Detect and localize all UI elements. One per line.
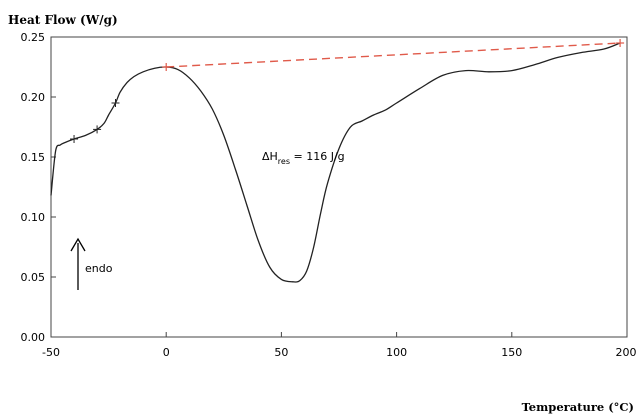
endo-arrow-icon [70, 237, 86, 290]
enthalpy-annotation: ΔHres = 116 J/g [262, 150, 345, 166]
x-tick-label: 150 [501, 346, 522, 359]
y-axis-title: Heat Flow (W/g) [8, 13, 118, 27]
y-tick-label: 0.05 [21, 271, 46, 284]
plot-frame [50, 36, 628, 338]
x-axis-title: Temperature (°C) [522, 400, 634, 414]
x-tick-label: 50 [274, 346, 288, 359]
x-tick-label: 200 [616, 346, 637, 359]
y-tick-label: 0.20 [21, 91, 46, 104]
y-tick-label: 0.00 [21, 331, 46, 344]
y-tick-label: 0.25 [21, 31, 46, 44]
endo-label: endo [85, 262, 113, 275]
y-tick-label: 0.15 [21, 151, 46, 164]
y-ticks: 0.00 0.05 0.10 0.15 0.20 0.25 [21, 31, 56, 344]
x-tick-label: -50 [42, 346, 60, 359]
enthalpy-value: = 116 J/g [290, 150, 345, 163]
series-lines [50, 42, 621, 283]
heat-flow-curve [50, 42, 621, 283]
x-tick-label: 0 [163, 346, 170, 359]
y-tick-label: 0.10 [21, 211, 46, 224]
curve-tick-marks [70, 39, 625, 143]
enthalpy-symbol: ΔH [262, 150, 278, 163]
baseline-dashed-line [166, 42, 621, 68]
x-tick-label: 100 [386, 346, 407, 359]
x-ticks: -50 0 50 100 150 200 [42, 332, 637, 359]
enthalpy-subscript: res [278, 157, 290, 166]
